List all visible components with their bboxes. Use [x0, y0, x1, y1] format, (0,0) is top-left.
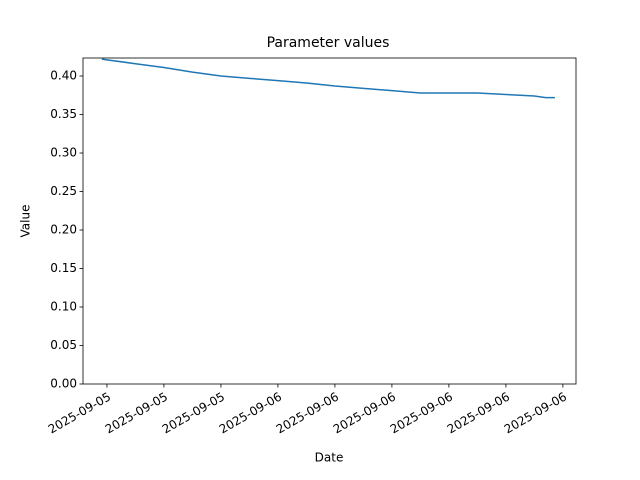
y-tick-label: 0.40 [50, 69, 77, 83]
x-tick-label: 2025-09-06 [445, 390, 512, 437]
x-tick-label: 2025-09-06 [217, 390, 284, 437]
y-tick-label: 0.15 [50, 261, 77, 275]
x-tick-label: 2025-09-06 [502, 390, 569, 437]
y-tick-label: 0.05 [50, 338, 77, 352]
x-tick-label: 2025-09-05 [103, 390, 170, 437]
y-tick-label: 0.00 [50, 377, 77, 391]
y-tick-label: 0.25 [50, 184, 77, 198]
x-tick-label: 2025-09-06 [274, 390, 341, 437]
y-tick-label: 0.30 [50, 146, 77, 160]
y-tick-label: 0.20 [50, 223, 77, 237]
plot-frame [82, 57, 577, 385]
x-axis-label: Date [315, 451, 344, 465]
x-tick-label: 2025-09-05 [46, 390, 113, 437]
x-tick-label: 2025-09-06 [331, 390, 398, 437]
y-axis-label: Value [19, 205, 33, 238]
x-tick-label: 2025-09-05 [160, 390, 227, 437]
chart-title: Parameter values [267, 35, 390, 51]
y-tick-label: 0.10 [50, 300, 77, 314]
data-line [101, 58, 555, 99]
y-tick-label: 0.35 [50, 107, 77, 121]
x-tick-label: 2025-09-06 [388, 390, 455, 437]
